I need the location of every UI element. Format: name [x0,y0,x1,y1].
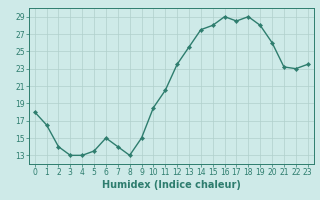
X-axis label: Humidex (Indice chaleur): Humidex (Indice chaleur) [102,180,241,190]
